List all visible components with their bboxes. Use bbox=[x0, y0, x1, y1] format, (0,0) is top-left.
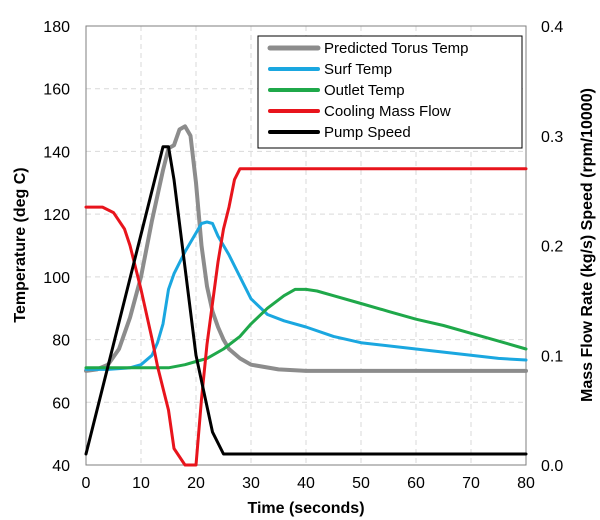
series-line-pump-speed bbox=[84, 145, 528, 456]
legend-label-surf-temp: Surf Temp bbox=[324, 61, 392, 78]
legend-label-outlet-temp: Outlet Temp bbox=[324, 82, 405, 99]
x-tick-label: 10 bbox=[132, 475, 150, 492]
tick-labels: 0 10 20 30 40 50 60 70 80 40 60 80 100 120 140 160 180 0.… bbox=[43, 19, 563, 492]
series-line-outlet-temp bbox=[84, 287, 528, 370]
y2-axis-title: Mass Flow Rate (kg/s) Speed (rpm/10000) bbox=[579, 88, 596, 402]
y-axis-title: Temperature (deg C) bbox=[12, 167, 29, 322]
x-tick-label: 30 bbox=[242, 475, 260, 492]
x-tick-label: 70 bbox=[462, 475, 480, 492]
x-tick-label: 50 bbox=[352, 475, 370, 492]
series-layer bbox=[84, 124, 528, 467]
legend-label-predicted-torus-temp: Predicted Torus Temp bbox=[324, 40, 469, 57]
series-line-predicted-torus-temp bbox=[84, 124, 528, 373]
y-tick-label: 40 bbox=[52, 458, 70, 475]
legend: Predicted Torus Temp Surf Temp Outlet Temp… bbox=[257, 35, 523, 149]
y-tick-label: 120 bbox=[43, 207, 70, 224]
y2-tick-label: 0.3 bbox=[541, 129, 563, 146]
y-tick-label: 60 bbox=[52, 395, 70, 412]
x-tick-label: 40 bbox=[297, 475, 315, 492]
y2-tick-label: 0.1 bbox=[541, 348, 563, 365]
plot-area-frame bbox=[85, 25, 527, 466]
x-axis-title: Time (seconds) bbox=[247, 500, 364, 517]
legend-label-cooling-mass-flow: Cooling Mass Flow bbox=[324, 103, 451, 120]
y2-tick-label: 0.2 bbox=[541, 239, 563, 256]
x-tick-label: 60 bbox=[407, 475, 425, 492]
x-tick-label: 20 bbox=[187, 475, 205, 492]
x-tick-label: 80 bbox=[517, 475, 535, 492]
y-tick-label: 180 bbox=[43, 19, 70, 36]
x-tick-label: 0 bbox=[82, 475, 91, 492]
y-tick-label: 160 bbox=[43, 82, 70, 99]
legend-label-pump-speed: Pump Speed bbox=[324, 124, 411, 141]
y2-tick-label: 0.0 bbox=[541, 458, 563, 475]
y-tick-label: 80 bbox=[52, 333, 70, 350]
y2-tick-label: 0.4 bbox=[541, 19, 563, 36]
y-tick-label: 100 bbox=[43, 270, 70, 287]
y-tick-label: 140 bbox=[43, 144, 70, 161]
